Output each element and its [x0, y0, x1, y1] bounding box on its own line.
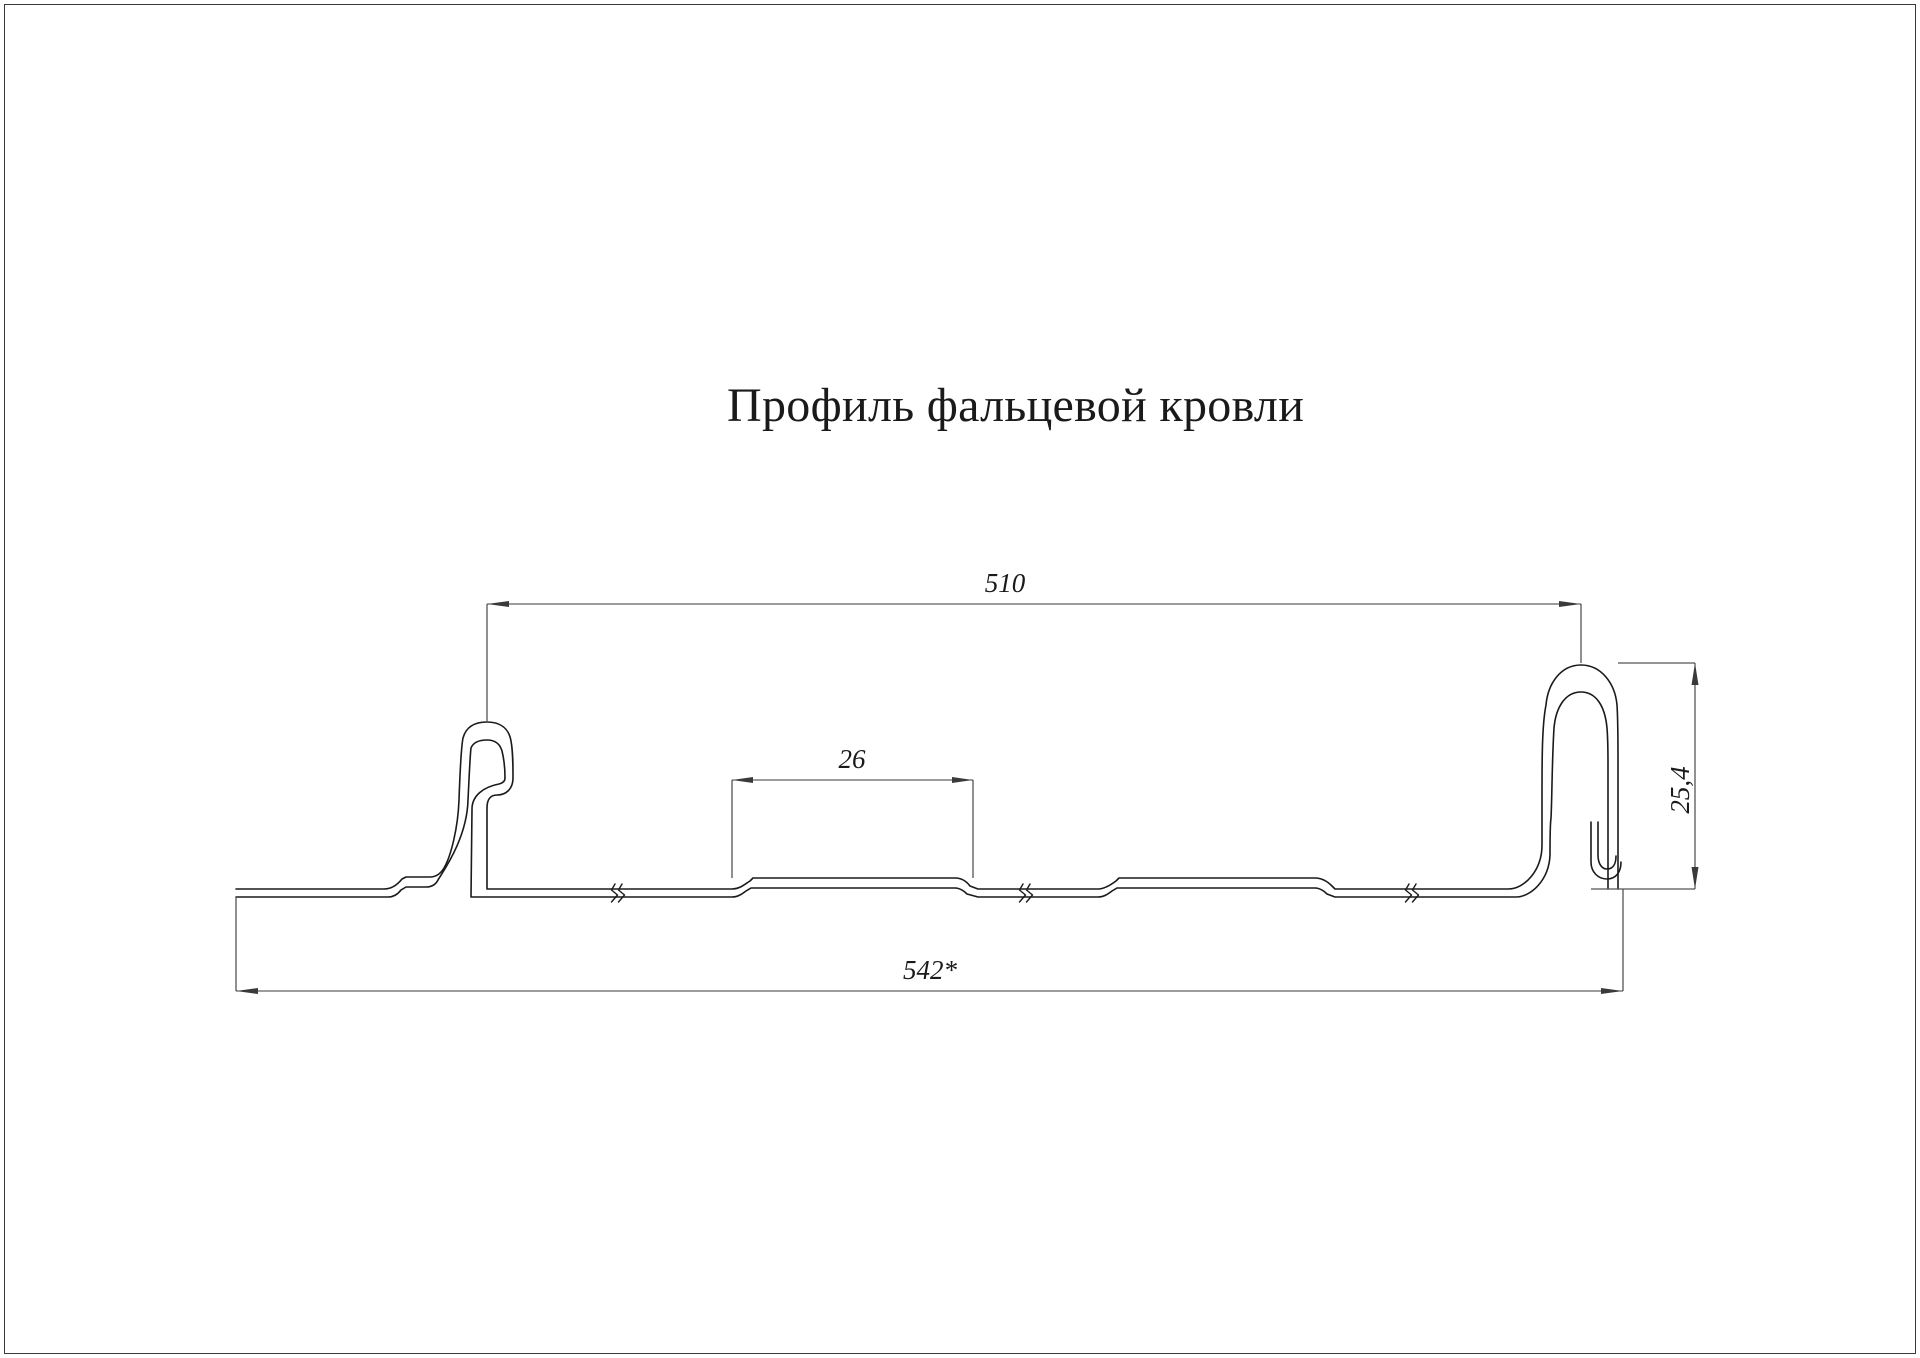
svg-text:26: 26 [839, 744, 867, 774]
svg-text:25,4: 25,4 [1665, 766, 1695, 813]
svg-text:510: 510 [985, 568, 1026, 598]
svg-text:542*: 542* [903, 955, 958, 985]
